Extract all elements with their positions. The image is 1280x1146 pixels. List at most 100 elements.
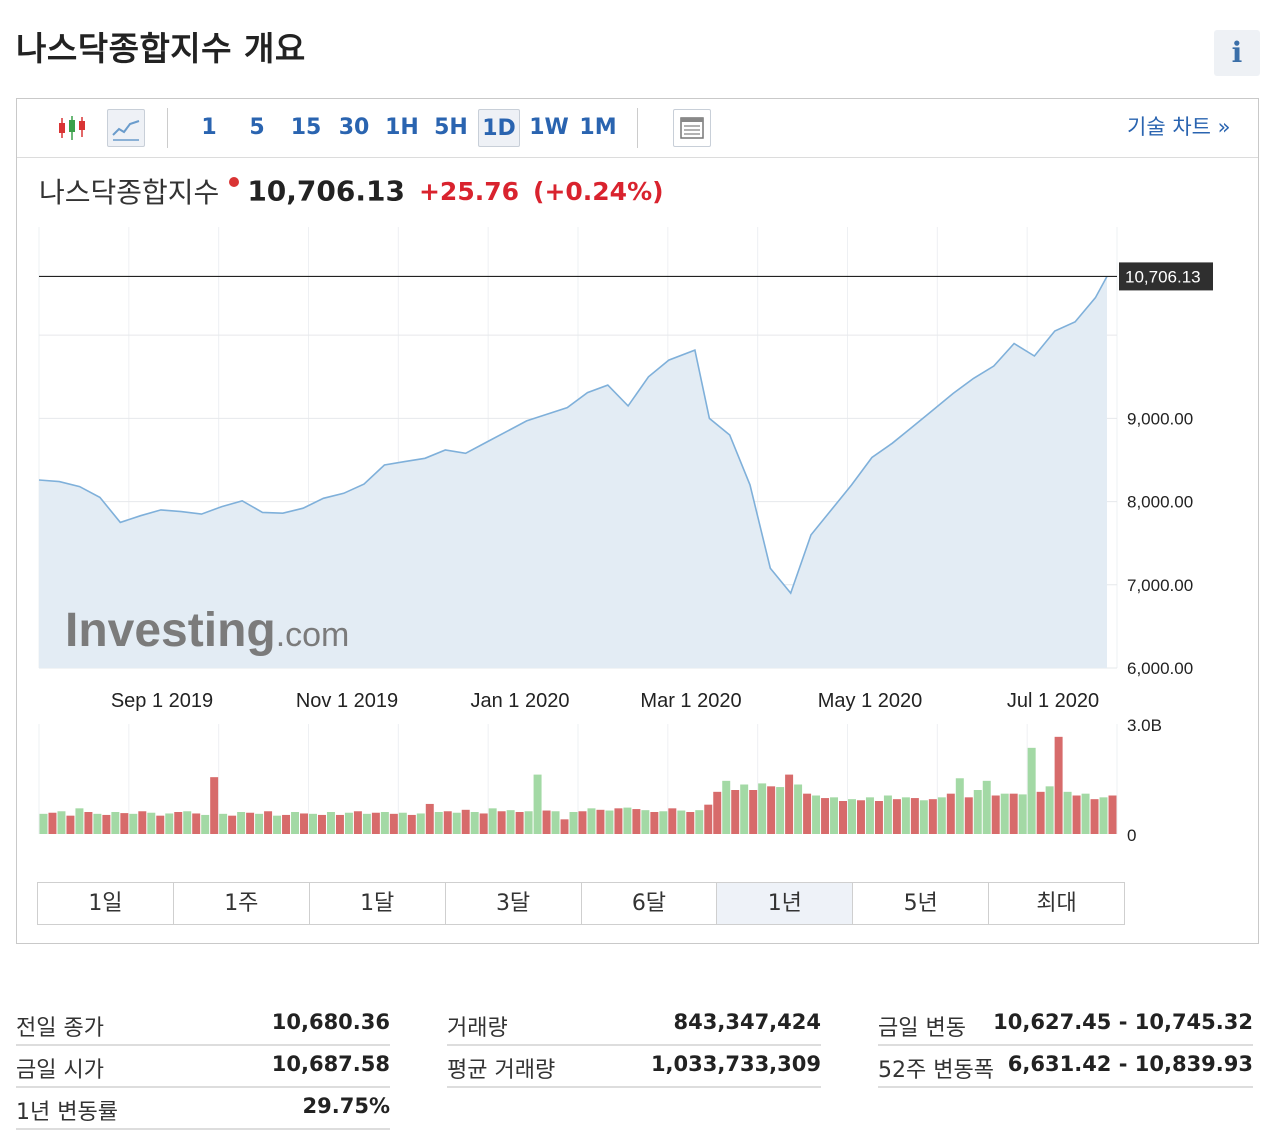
volume-bar xyxy=(551,811,560,834)
price-axis-tick: 7,000.00 xyxy=(1127,576,1193,595)
volume-bar xyxy=(910,798,919,834)
range-tab-1d[interactable]: 1일 xyxy=(38,883,174,924)
stat-label: 금일 변동 xyxy=(878,1016,966,1041)
candlestick-chart-icon[interactable] xyxy=(53,109,91,147)
timeframe-1m[interactable]: 1M xyxy=(579,115,617,140)
volume-bar xyxy=(686,812,695,834)
volume-bar xyxy=(874,801,883,834)
price-axis-tick: 8,000.00 xyxy=(1127,493,1193,512)
x-axis-tick: Mar 1 2020 xyxy=(640,690,741,712)
range-tab-1w[interactable]: 1주 xyxy=(174,883,310,924)
price-axis-tick: 6,000.00 xyxy=(1127,659,1193,678)
index-change: +25.76 xyxy=(418,176,520,206)
volume-bar xyxy=(1009,793,1018,834)
volume-bar xyxy=(937,797,946,834)
volume-bar xyxy=(1063,791,1072,834)
volume-bar xyxy=(147,812,156,834)
toolbar-separator xyxy=(167,108,168,148)
stat-52w-range: 52주 변동폭 6,631.42 - 10,839.93 xyxy=(878,1046,1253,1088)
volume-bar xyxy=(587,808,596,834)
tech-chart-link[interactable]: 기술 차트 » xyxy=(1127,115,1231,139)
timeframe-1d[interactable]: 1D xyxy=(478,109,520,147)
volume-bar xyxy=(39,813,48,834)
timeframe-1min[interactable]: 1 xyxy=(201,115,217,140)
stat-value: 10,680.36 xyxy=(271,1010,390,1034)
volume-bar xyxy=(794,784,803,834)
range-tab-3m[interactable]: 3달 xyxy=(446,883,582,924)
volume-bar xyxy=(731,790,740,834)
volume-bar xyxy=(632,809,641,834)
stat-label: 거래량 xyxy=(447,1016,508,1041)
volume-bar xyxy=(407,814,416,834)
volume-bar xyxy=(470,812,479,834)
volume-bar xyxy=(300,813,308,834)
volume-bar xyxy=(991,795,1000,834)
volume-bar xyxy=(533,774,542,834)
volume-bar xyxy=(569,812,578,834)
volume-bar xyxy=(578,811,587,834)
volume-bar xyxy=(605,810,614,834)
volume-bar xyxy=(668,808,677,834)
last-price-label: 10,706.13 xyxy=(1125,267,1201,286)
volume-bar xyxy=(1099,797,1108,834)
volume-bar xyxy=(174,812,183,834)
stat-volume: 거래량 843,347,424 xyxy=(447,1004,821,1046)
volume-bar xyxy=(955,778,964,834)
x-axis-tick: Sep 1 2019 xyxy=(111,690,213,712)
volume-bar xyxy=(830,797,839,834)
table-view-icon[interactable] xyxy=(673,109,711,147)
page-title: 나스닥종합지수 개요 xyxy=(16,29,306,68)
volume-bar xyxy=(506,810,515,834)
timeframe-5h[interactable]: 5H xyxy=(434,115,468,140)
volume-bar xyxy=(120,813,129,834)
range-tab-5y[interactable]: 5년 xyxy=(853,883,990,924)
stat-1y-change: 1년 변동률 29.75% xyxy=(16,1088,390,1130)
volume-bar xyxy=(479,813,488,834)
volume-bar xyxy=(380,812,389,834)
stat-label: 52주 변동폭 xyxy=(878,1058,994,1083)
volume-bar xyxy=(1018,794,1027,834)
volume-bar xyxy=(425,803,434,834)
volume-bar xyxy=(1081,793,1090,834)
stat-label: 평균 거래량 xyxy=(447,1058,556,1083)
volume-bar xyxy=(1036,791,1045,834)
timeframe-30min[interactable]: 30 xyxy=(338,115,370,140)
volume-bar xyxy=(335,814,344,834)
timeframe-1w[interactable]: 1W xyxy=(529,115,569,140)
info-icon[interactable]: i xyxy=(1214,30,1260,76)
volume-bar xyxy=(309,813,317,834)
toolbar-separator xyxy=(637,108,638,148)
range-tab-max[interactable]: 최대 xyxy=(1036,891,1077,916)
index-price: 10,706.13 xyxy=(247,174,405,208)
quote-summary: 나스닥종합지수 10,706.13 +25.76 (+0.24%) xyxy=(39,171,664,215)
volume-bar xyxy=(452,812,461,834)
volume-bar xyxy=(659,811,668,834)
volume-bar xyxy=(443,811,452,834)
x-axis-tick: May 1 2020 xyxy=(818,690,923,712)
volume-bar xyxy=(515,812,524,834)
volume-bar xyxy=(848,799,856,834)
area-chart-icon[interactable] xyxy=(107,109,145,147)
volume-bar xyxy=(803,793,812,834)
volume-bar xyxy=(398,812,407,834)
investing-watermark: Investing.com xyxy=(65,604,349,657)
volume-bar xyxy=(362,813,371,834)
volume-bar xyxy=(767,786,776,834)
volume-bar xyxy=(919,800,928,834)
range-tab-6m[interactable]: 6달 xyxy=(582,883,718,924)
volume-bar xyxy=(228,815,237,834)
price-area-fill xyxy=(39,276,1107,668)
timeframe-5min[interactable]: 5 xyxy=(249,115,265,140)
volume-bar xyxy=(66,815,75,834)
range-tab-1m[interactable]: 1달 xyxy=(310,883,446,924)
price-chart[interactable]: Investing.com 10,706.13 9,000.00 8,000.00 7,… xyxy=(17,99,1258,874)
volume-bar xyxy=(210,777,219,834)
index-change-pct: (+0.24%) xyxy=(533,176,664,206)
stat-day-range: 금일 변동 10,627.45 - 10,745.32 xyxy=(878,1004,1253,1046)
volume-bar xyxy=(129,813,138,834)
volume-bar xyxy=(57,811,66,834)
stat-open: 금일 시가 10,687.58 xyxy=(16,1046,390,1088)
timeframe-15min[interactable]: 15 xyxy=(290,115,322,140)
range-tab-1y[interactable]: 1년 xyxy=(717,883,854,924)
timeframe-1h[interactable]: 1H xyxy=(385,115,419,140)
